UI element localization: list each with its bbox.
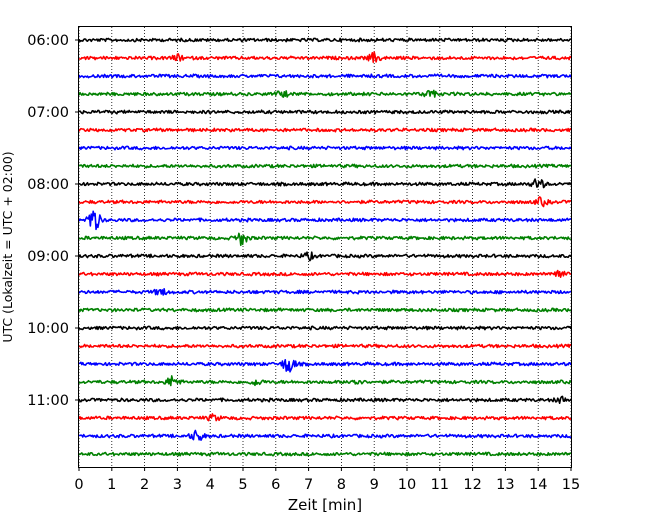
seismic-trace-0645 xyxy=(78,89,572,98)
x-tick-label: 15 xyxy=(562,477,580,493)
x-tick-label: 13 xyxy=(496,477,514,493)
x-tick-label: 14 xyxy=(529,477,547,493)
seismic-trace-0745 xyxy=(78,163,572,169)
seismic-trace-0830 xyxy=(78,210,572,231)
y-axis-label: UTC (Lokalzeit = UTC + 02:00) xyxy=(0,151,15,342)
x-tick-label: 3 xyxy=(173,477,182,493)
y-tick-label: 07:00 xyxy=(27,105,69,121)
seismic-trace-0700 xyxy=(78,109,572,115)
x-axis-label: Zeit [min] xyxy=(288,496,362,514)
x-tick-label: 4 xyxy=(206,477,215,493)
seismic-trace-0815 xyxy=(78,196,572,208)
seismic-trace-1015 xyxy=(78,343,572,349)
x-tick-label: 5 xyxy=(238,477,247,493)
seismic-trace-0715 xyxy=(78,127,572,133)
y-tick-label: 10:00 xyxy=(27,321,69,337)
seismic-trace-0945 xyxy=(78,307,572,313)
y-tick-label: 09:00 xyxy=(27,249,69,265)
seismic-trace-0630 xyxy=(78,73,572,79)
x-tick-label: 1 xyxy=(107,477,116,493)
seismic-trace-0915 xyxy=(78,269,572,279)
x-tick-label: 12 xyxy=(463,477,481,493)
seismic-trace-1145 xyxy=(78,451,572,457)
seismic-trace-1000 xyxy=(78,325,572,331)
seismic-trace-1045 xyxy=(78,375,572,387)
seismic-trace-0615 xyxy=(78,51,572,63)
y-tick-label: 06:00 xyxy=(27,33,69,49)
trace-group xyxy=(78,37,572,457)
x-tick-label: 11 xyxy=(431,477,449,493)
seismic-trace-1115 xyxy=(78,413,572,422)
seismic-trace-1030 xyxy=(78,358,572,373)
seismic-trace-0845 xyxy=(78,232,572,247)
x-tick-label: 2 xyxy=(140,477,149,493)
x-tick-label: 6 xyxy=(271,477,280,493)
plot-frame xyxy=(78,26,572,468)
seismic-trace-0600 xyxy=(78,37,572,43)
seismic-trace-0800 xyxy=(78,178,572,189)
seismic-trace-1100 xyxy=(78,395,572,405)
seismic-trace-0930 xyxy=(78,288,572,296)
x-tick-label: 7 xyxy=(304,477,313,493)
y-tick-label: 11:00 xyxy=(27,393,69,409)
seismic-trace-1130 xyxy=(78,429,572,441)
x-tick-label: 10 xyxy=(398,477,416,493)
y-tick-label: 08:00 xyxy=(27,177,69,193)
x-tick-label: 8 xyxy=(337,477,346,493)
y-axis-ticks: 06:00 07:00 08:00 09:00 10:00 11:00 xyxy=(27,33,79,409)
seismic-trace-0900 xyxy=(78,251,572,262)
x-axis-ticks: 0 1 2 3 4 5 6 7 8 9 10 11 12 13 14 15 xyxy=(74,467,580,493)
seismic-trace-0730 xyxy=(78,145,572,151)
x-tick-label: 0 xyxy=(74,477,83,493)
x-tick-label: 9 xyxy=(370,477,379,493)
